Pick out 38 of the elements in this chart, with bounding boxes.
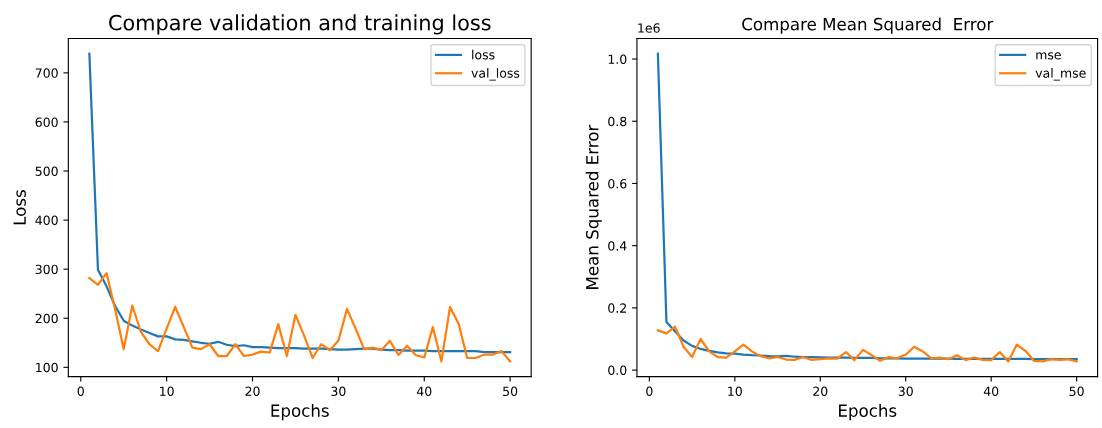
y-tick-label: 0.2 bbox=[608, 303, 626, 313]
y-tick-label: 200 bbox=[35, 313, 58, 324]
x-tick-label: 50 bbox=[503, 386, 518, 397]
y-tick-label: 100 bbox=[36, 362, 58, 373]
line-series bbox=[88, 271, 512, 363]
x-tick-label: 20 bbox=[813, 386, 828, 397]
y-tick-label: 300 bbox=[35, 264, 58, 275]
x-tick-label: 0 bbox=[77, 386, 84, 397]
chart-title: Compare Mean Squared Error bbox=[742, 17, 994, 34]
x-tick-label: 10 bbox=[728, 386, 742, 397]
y-tick-label: 0.4 bbox=[608, 241, 627, 251]
y-axis-title: Mean Squared Error bbox=[585, 124, 602, 289]
x-tick-label: 30 bbox=[331, 386, 346, 397]
y-tick-label: 500 bbox=[35, 166, 58, 176]
y-tick-label: 0.6 bbox=[608, 178, 627, 189]
y-tick-label: 600 bbox=[35, 117, 58, 127]
x-tick-label: 30 bbox=[898, 386, 913, 397]
chart-title: Compare validation and training loss bbox=[109, 14, 491, 35]
y-axis-title: Loss bbox=[13, 190, 26, 225]
x-tick-label: 0 bbox=[646, 386, 653, 397]
y-tick-label: 400 bbox=[35, 215, 58, 226]
line-series bbox=[656, 325, 1078, 363]
y-tick-label: 700 bbox=[35, 68, 58, 78]
legend-label: loss bbox=[472, 49, 495, 60]
legend-label: val_mse bbox=[1035, 68, 1086, 81]
x-axis-title: Epochs bbox=[839, 404, 897, 421]
legend-label: val_loss bbox=[471, 68, 520, 81]
y-tick-label: 1.0 bbox=[608, 54, 627, 64]
x-tick-label: 50 bbox=[1069, 386, 1084, 397]
x-tick-label: 40 bbox=[983, 386, 999, 397]
y-tick-label: 0.8 bbox=[608, 116, 627, 127]
x-tick-label: 20 bbox=[245, 386, 260, 397]
text: 1e6 bbox=[638, 23, 660, 33]
legend-label: mse bbox=[1036, 52, 1061, 60]
x-tick-label: 10 bbox=[160, 386, 174, 397]
x-tick-label: 40 bbox=[416, 386, 432, 397]
y-tick-label: 0.0 bbox=[608, 365, 627, 376]
x-axis-title: Epochs bbox=[271, 404, 329, 421]
